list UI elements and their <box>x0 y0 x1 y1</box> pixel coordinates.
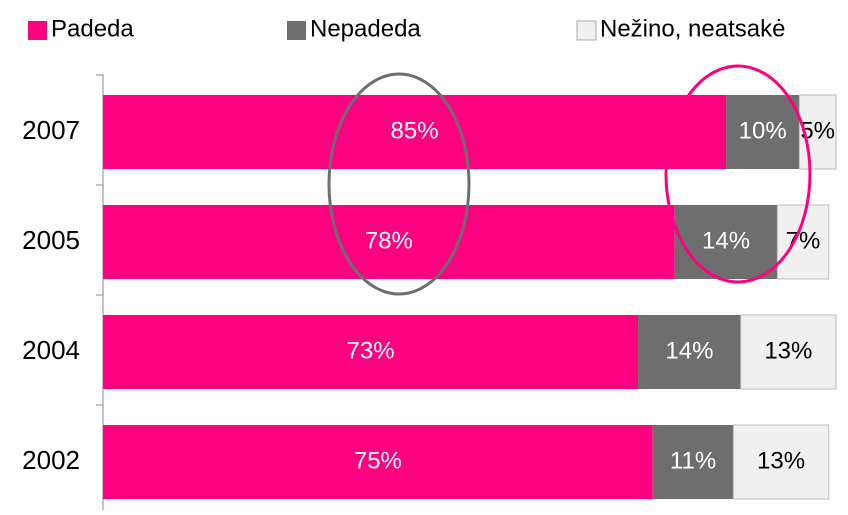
y-tick-label: 2004 <box>22 335 80 365</box>
bar-segment <box>674 205 778 279</box>
bar-segment <box>726 95 800 169</box>
legend-label: Nežino, neatsakė <box>600 15 785 42</box>
y-tick-label: 2005 <box>22 225 80 255</box>
bar-segment <box>103 205 675 279</box>
data-label: 13% <box>757 447 805 474</box>
annotation-ellipse <box>664 64 812 284</box>
bar-segment <box>732 424 830 500</box>
bar-segment <box>652 425 734 499</box>
legend-swatch <box>28 21 47 40</box>
legend-swatch <box>287 21 306 40</box>
data-label: 85% <box>391 117 439 144</box>
data-label: 75% <box>354 447 402 474</box>
legend-swatch <box>576 20 597 41</box>
data-label: 11% <box>670 447 716 474</box>
bar-segment <box>740 314 837 390</box>
bar-segment <box>103 315 639 389</box>
annotation-ellipse <box>327 72 471 296</box>
bar-segment <box>103 95 727 169</box>
y-tick-label: 2007 <box>22 115 80 145</box>
data-label: 13% <box>764 337 812 364</box>
data-label: 73% <box>347 337 395 364</box>
y-tick-label: 2002 <box>22 445 80 475</box>
legend-label: Padeda <box>51 15 134 42</box>
data-label: 7% <box>786 227 821 254</box>
data-label: 78% <box>365 227 413 254</box>
data-label: 14% <box>702 227 750 254</box>
legend-label: Nepadeda <box>310 15 421 42</box>
data-label: 10% <box>739 117 787 144</box>
bar-segment <box>638 315 741 389</box>
bar-segment <box>103 425 653 499</box>
plot: Padeda Nepadeda Nežino, neatsakė 2007 85% 10%… <box>22 15 837 500</box>
data-label: 14% <box>665 337 713 364</box>
